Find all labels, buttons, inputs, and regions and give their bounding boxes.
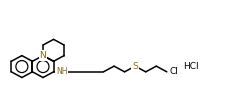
Text: HCl: HCl xyxy=(182,62,198,71)
Text: N: N xyxy=(39,51,46,60)
Text: NH: NH xyxy=(56,67,67,76)
Text: Cl: Cl xyxy=(168,67,177,76)
Text: S: S xyxy=(132,62,137,71)
